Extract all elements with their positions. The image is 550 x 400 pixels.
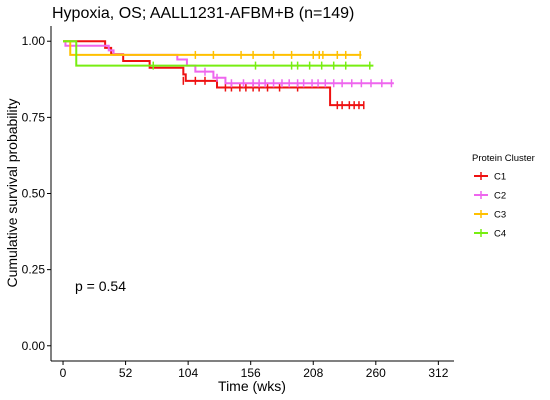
- survival-curve-c4: [63, 40, 374, 67]
- x-axis-ticks: 0 52 104 156 208 260 312: [60, 361, 449, 380]
- x-axis-title: Time (wks): [218, 378, 286, 394]
- series-c4: [63, 40, 374, 70]
- x-tick-label: 312: [428, 366, 448, 380]
- series-c2: [63, 40, 394, 88]
- x-tick-label: 104: [178, 366, 198, 380]
- legend-item-c2: C2: [474, 191, 506, 202]
- x-tick-label: 156: [241, 366, 261, 380]
- legend-item-c1: C1: [474, 172, 506, 183]
- y-axis-title: Cumulative survival probability: [4, 98, 20, 287]
- x-tick-label: 260: [366, 366, 386, 380]
- legend-label: C2: [494, 191, 506, 202]
- legend-title: Protein Cluster: [472, 153, 535, 164]
- legend: Protein Cluster C1 C2 C3 C4: [472, 153, 535, 240]
- y-tick-label: 0.25: [22, 263, 46, 277]
- chart-title: Hypoxia, OS; AALL1231-AFBM+B (n=149): [52, 5, 354, 22]
- y-axis-ticks: 0.00 0.25 0.50 0.75 1.00: [22, 34, 51, 353]
- x-tick-label: 0: [60, 366, 67, 380]
- legend-item-c4: C4: [474, 229, 506, 240]
- legend-item-c3: C3: [474, 210, 506, 221]
- legend-label: C4: [494, 229, 506, 240]
- survival-curve-c2: [63, 40, 394, 85]
- legend-label: C1: [494, 172, 506, 183]
- p-value-annotation: p = 0.54: [75, 278, 126, 294]
- survival-curves: [63, 40, 394, 110]
- y-tick-label: 0.50: [22, 187, 46, 201]
- legend-label: C3: [494, 210, 506, 221]
- y-tick-label: 0.00: [22, 339, 46, 353]
- y-tick-label: 0.75: [22, 110, 46, 124]
- y-tick-label: 1.00: [22, 34, 46, 48]
- x-tick-label: 52: [119, 366, 133, 380]
- x-tick-label: 208: [303, 366, 323, 380]
